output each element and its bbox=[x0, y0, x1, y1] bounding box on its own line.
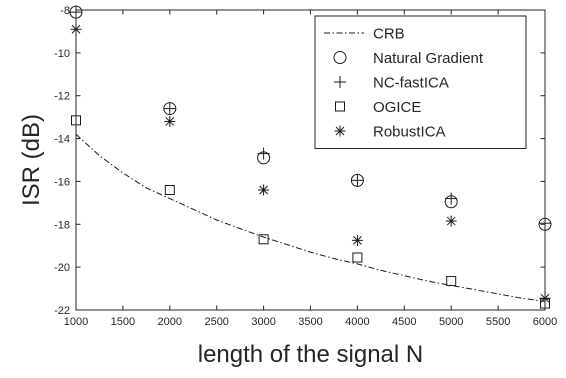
asterisk-point bbox=[258, 184, 270, 196]
square-marker-shape bbox=[335, 101, 345, 112]
axis-ticks: 1000 1500 2000 2500 3000 3500 4000 4500 5000 5500… bbox=[54, 5, 557, 328]
y-axis-title: ISR (dB) bbox=[18, 114, 45, 206]
plus-point bbox=[163, 102, 176, 115]
x-tick-label: 2000 bbox=[158, 316, 182, 328]
plus-point bbox=[445, 192, 458, 205]
x-tick-label: 6000 bbox=[533, 316, 557, 328]
asterisk-marker-d2 bbox=[259, 185, 268, 195]
legend-square-marker bbox=[335, 101, 345, 112]
legend-asterisk-marker bbox=[334, 125, 346, 137]
asterisk-point bbox=[445, 215, 457, 227]
x-tick-label: 1000 bbox=[64, 316, 88, 328]
asterisk-point bbox=[164, 115, 176, 127]
asterisk-marker-d2 bbox=[335, 126, 345, 136]
asterisk-point bbox=[351, 234, 363, 246]
crb-curve bbox=[75, 133, 546, 302]
legend-plus-marker bbox=[334, 76, 346, 88]
legend-label: OGICE bbox=[373, 99, 421, 116]
legend-box bbox=[314, 15, 527, 149]
y-tick-label: -18 bbox=[54, 219, 70, 231]
y-tick-label: -12 bbox=[54, 91, 70, 103]
y-tick-label: -20 bbox=[54, 262, 70, 274]
square-marker-shape bbox=[258, 234, 269, 245]
x-tick-label: 5000 bbox=[439, 316, 463, 328]
legend-label: CRB bbox=[373, 26, 405, 43]
circle-marker-shape bbox=[333, 51, 347, 64]
legend-circle-marker bbox=[333, 51, 347, 64]
legend-label: NC-fastICA bbox=[373, 75, 449, 92]
x-tick-label: 4000 bbox=[345, 316, 369, 328]
asterisk-marker-d2 bbox=[165, 117, 175, 126]
asterisk-marker-d2 bbox=[353, 236, 362, 245]
x-tick-label: 3000 bbox=[251, 316, 275, 328]
square-marker-shape bbox=[164, 185, 175, 195]
plus-point bbox=[257, 147, 270, 160]
square-marker-shape bbox=[352, 252, 363, 263]
x-tick-label: 4500 bbox=[392, 316, 416, 328]
legend-label: RobustICA bbox=[373, 124, 446, 141]
x-tick-label: 5500 bbox=[486, 316, 510, 328]
x-tick-label: 2500 bbox=[204, 316, 228, 328]
legend-label: Natural Gradient bbox=[373, 50, 484, 67]
legend: CRB Natural Gradient NC-fastICA OGICE Robust… bbox=[314, 15, 527, 149]
y-tick-label: -14 bbox=[54, 134, 70, 146]
y-tick-label: -22 bbox=[54, 305, 70, 317]
x-axis-title: length of the signal N bbox=[198, 341, 423, 368]
y-tick-label: -10 bbox=[54, 48, 70, 60]
y-tick-label: -8 bbox=[60, 5, 70, 17]
square-point bbox=[446, 276, 457, 287]
square-point bbox=[258, 234, 269, 245]
square-marker-shape bbox=[446, 276, 457, 287]
asterisk-marker-d2 bbox=[446, 216, 456, 226]
square-point bbox=[352, 252, 363, 263]
square-point bbox=[164, 185, 175, 195]
plus-point bbox=[351, 174, 364, 187]
x-tick-label: 3500 bbox=[298, 316, 322, 328]
y-tick-label: -16 bbox=[54, 176, 70, 188]
x-tick-label: 1500 bbox=[111, 316, 135, 328]
